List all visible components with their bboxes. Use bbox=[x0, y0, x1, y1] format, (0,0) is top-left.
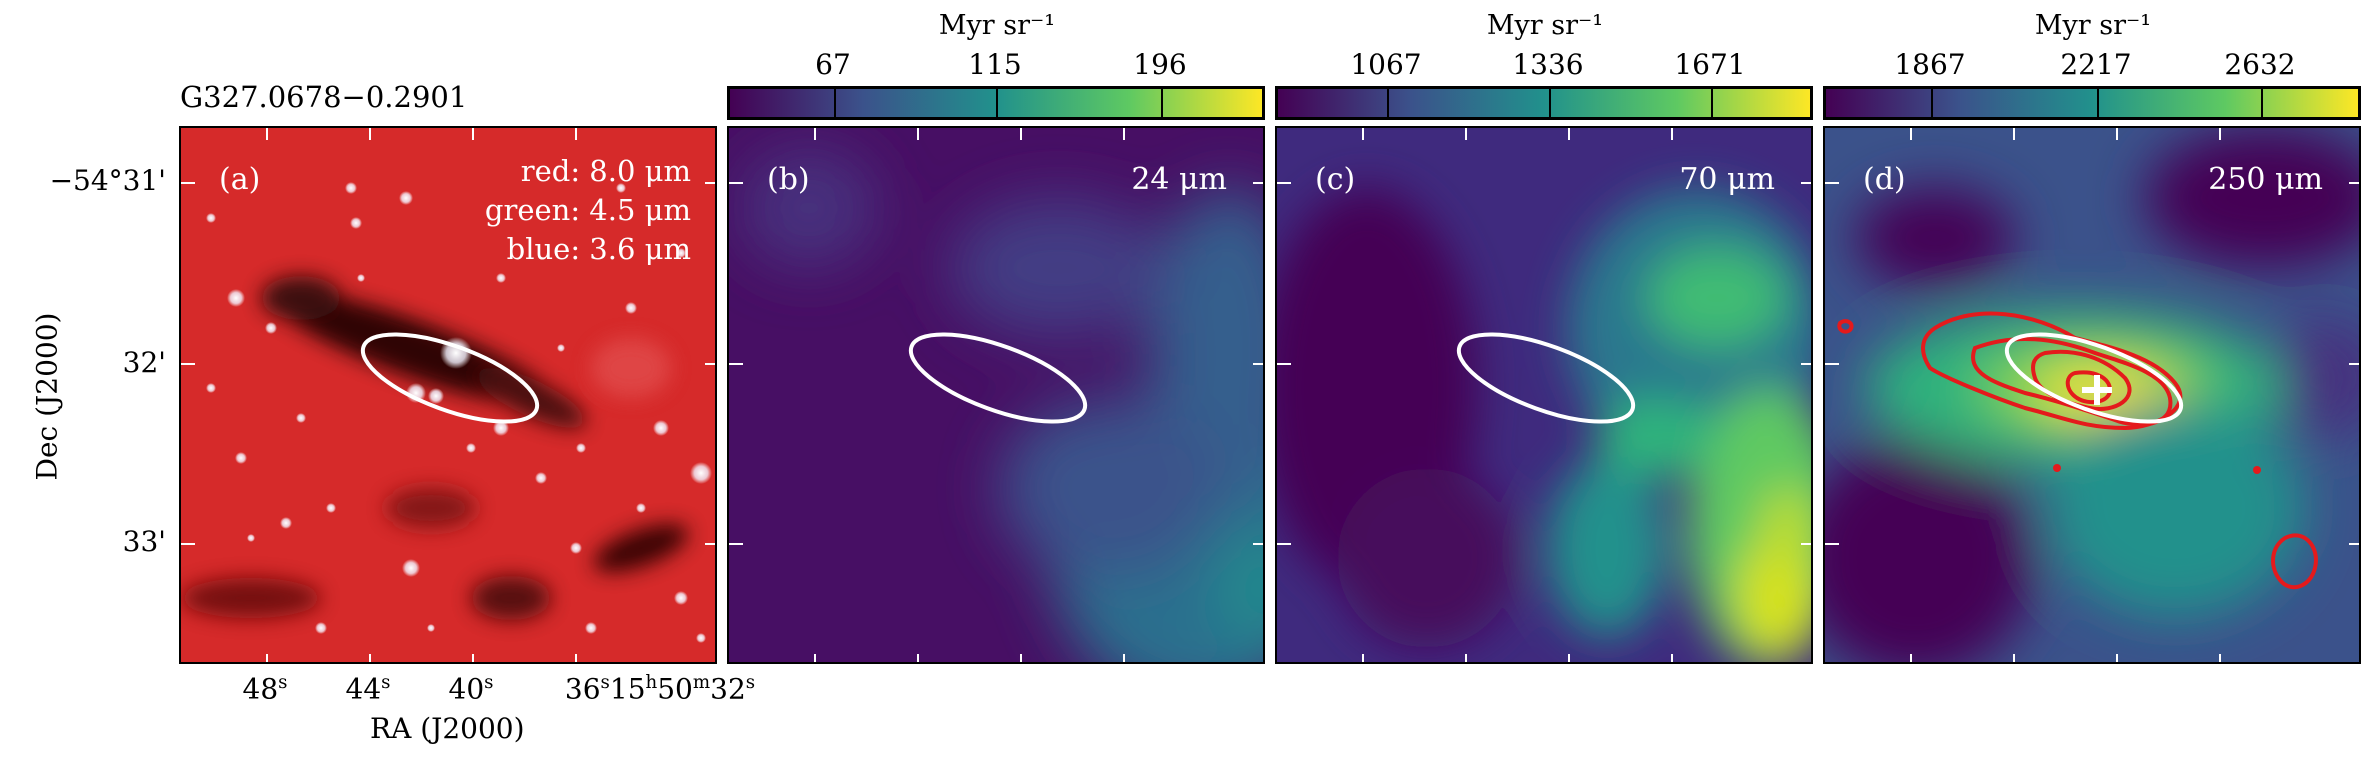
colorbar-gradient-c bbox=[1275, 86, 1813, 120]
panel-b-band: 24 μm bbox=[1131, 162, 1227, 197]
panel-d-label: (d) bbox=[1863, 162, 1906, 197]
dec-tick-32: 32' bbox=[122, 346, 166, 379]
dec-tick-31: −54°31' bbox=[49, 164, 166, 197]
legend-blue: blue: 3.6 μm bbox=[506, 232, 691, 266]
rgb-legend: red: 8.0 μm green: 4.5 μm blue: 3.6 μm bbox=[485, 152, 691, 269]
colorbar-tick-d-0: 1867 bbox=[1894, 48, 1966, 81]
panel-d-250um-map: (d) 250 μm bbox=[1823, 126, 2361, 664]
legend-red: red: 8.0 μm bbox=[520, 154, 691, 188]
colorbar-title-d: Myr sr⁻¹ bbox=[2034, 10, 2152, 41]
colorbar-tick-d-1: 2217 bbox=[2060, 48, 2132, 81]
x-axis-title: RA (J2000) bbox=[370, 712, 525, 745]
colorbar-tick-b-0: 67 bbox=[815, 48, 851, 81]
panel-c-70um-map: (c) 70 μm bbox=[1275, 126, 1813, 664]
panel-a-label: (a) bbox=[219, 162, 261, 197]
colorbar-gradient-d bbox=[1823, 86, 2361, 120]
ra-tick-36: 36s15h50m32s bbox=[564, 672, 756, 706]
legend-green: green: 4.5 μm bbox=[484, 193, 691, 227]
colorbar-tick-b-2: 196 bbox=[1133, 48, 1187, 81]
dec-tick-33: 33' bbox=[122, 525, 166, 558]
source-name: G327.0678−0.2901 bbox=[180, 80, 468, 114]
panel-c-label: (c) bbox=[1315, 162, 1356, 197]
panel-a-rgb-image: (a) red: 8.0 μm green: 4.5 μm blue: 3.6 … bbox=[179, 126, 717, 664]
panel-b-label: (b) bbox=[767, 162, 810, 197]
peak-marker-icon bbox=[2082, 375, 2112, 405]
colorbar-tick-b-1: 115 bbox=[968, 48, 1022, 81]
ra-tick-48: 48s bbox=[242, 672, 288, 706]
ra-tick-44: 44s bbox=[345, 672, 391, 706]
panel-d-band: 250 μm bbox=[2208, 162, 2323, 197]
y-axis-title: Dec (J2000) bbox=[30, 312, 64, 481]
ra-tick-40: 40s bbox=[448, 672, 494, 706]
colorbar-tick-c-2: 1671 bbox=[1674, 48, 1746, 81]
panel-b-24um-map: (b) 24 μm bbox=[727, 126, 1265, 664]
colorbar-title-b: Myr sr⁻¹ bbox=[938, 10, 1056, 41]
colorbar-title-c: Myr sr⁻¹ bbox=[1486, 10, 1604, 41]
colorbar-tick-d-2: 2632 bbox=[2224, 48, 2296, 81]
colorbar-tick-c-1: 1336 bbox=[1512, 48, 1584, 81]
panel-c-band: 70 μm bbox=[1679, 162, 1775, 197]
colorbar-tick-c-0: 1067 bbox=[1350, 48, 1422, 81]
colorbar-gradient-b bbox=[727, 86, 1265, 120]
